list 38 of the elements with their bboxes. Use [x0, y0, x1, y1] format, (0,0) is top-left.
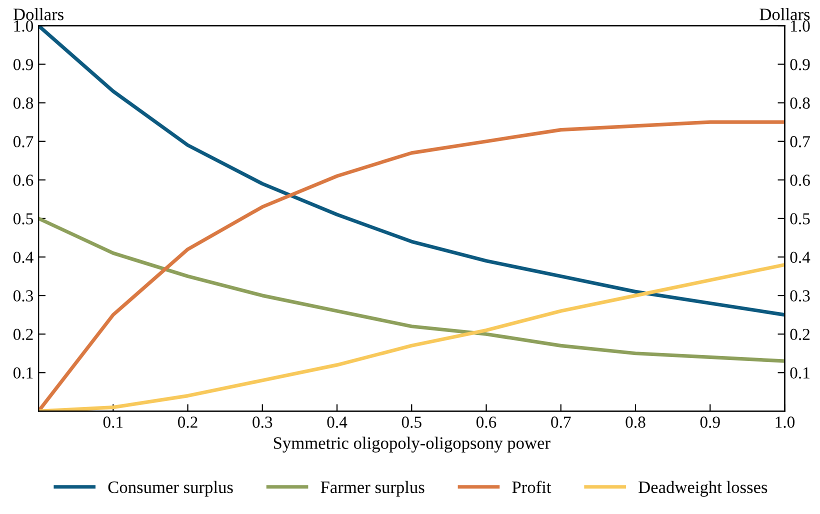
y-tick-label: 0.9	[13, 58, 33, 70]
y2-tick-label: 0.2	[790, 328, 810, 340]
y2-tick-label: 0.1	[790, 367, 810, 379]
y-tick-label: 0.2	[13, 328, 33, 340]
legend-label: Farmer surplus	[320, 480, 424, 497]
legend-label: Profit	[512, 480, 552, 494]
y2-tick-label: 0.8	[790, 98, 810, 109]
x-tick-label: 0.6	[476, 416, 496, 428]
y-tick-label: 0.3	[13, 290, 34, 302]
x-tick-label: 0.3	[252, 416, 272, 428]
x-tick-label: 0.8	[626, 416, 646, 428]
y2-tick-label: 0.9	[790, 58, 810, 70]
x-tick-label: 0.5	[402, 416, 422, 428]
y2-tick-label: 0.4	[790, 252, 810, 264]
legend-label: Consumer surplus	[108, 480, 233, 497]
y2-tick-label: 0.5	[790, 213, 810, 224]
x-tick-label: 0.7	[551, 416, 571, 428]
legend-label: Deadweight losses	[638, 480, 768, 497]
x-tick-label: 0.2	[178, 416, 198, 428]
y-tick-label: 0.6	[13, 174, 34, 186]
y2-tick-label: 1.0	[791, 20, 810, 32]
x-axis-title: Symmetric oligopoly-oligopsony power	[274, 436, 550, 453]
y-tick-label: 0.4	[13, 252, 34, 264]
x-tick-label: 0.1	[103, 416, 123, 428]
line-series	[38, 216, 785, 363]
y-axis-title: Dollars	[13, 8, 64, 20]
y-tick-label: 0.8	[13, 98, 34, 109]
y2-tick-label: 0.7	[790, 136, 810, 148]
y-tick-label: 0.7	[13, 136, 34, 148]
y-tick-label: 0.5	[13, 213, 34, 224]
y-tick-label: 1.0	[14, 20, 34, 32]
y2-tick-label: 0.3	[790, 290, 810, 302]
y2-axis-title: Dollars	[760, 8, 810, 20]
x-tick-label: 0.9	[700, 416, 720, 428]
x-tick-label: 0.4	[327, 416, 348, 428]
y2-tick-label: 0.6	[790, 174, 810, 186]
x-tick-label: 1.0	[776, 416, 795, 428]
y-tick-label: 0.1	[13, 367, 33, 379]
